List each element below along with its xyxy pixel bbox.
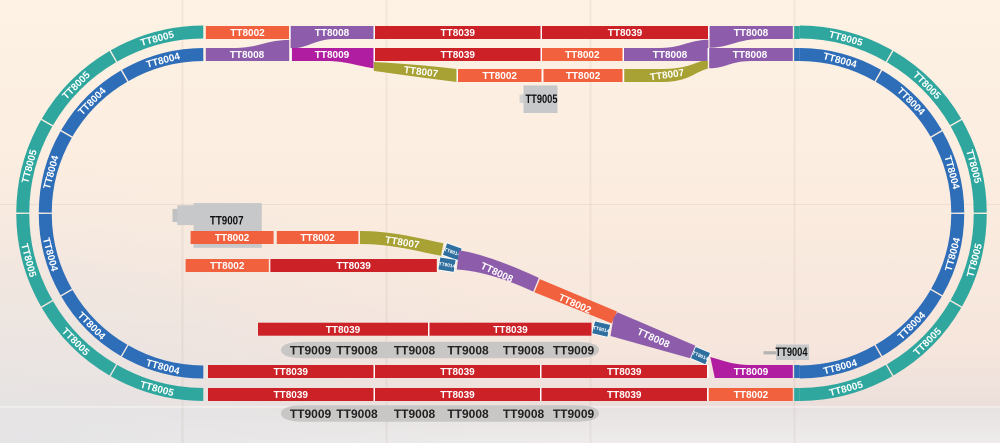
svg-text:TT8039: TT8039 (608, 28, 643, 39)
svg-text:TT9008: TT9008 (447, 343, 489, 357)
svg-text:TT8008: TT8008 (733, 50, 768, 61)
svg-text:TT9009: TT9009 (553, 407, 595, 421)
svg-text:TT8008: TT8008 (230, 50, 265, 61)
svg-text:TT9008: TT9008 (336, 343, 378, 357)
svg-text:TT9008: TT9008 (394, 343, 436, 357)
svg-text:TT8007: TT8007 (384, 235, 420, 251)
svg-text:TT8002: TT8002 (734, 390, 769, 401)
svg-text:TT8009: TT8009 (315, 50, 350, 61)
svg-text:TT8039: TT8039 (440, 390, 475, 401)
svg-text:TT8002: TT8002 (300, 233, 335, 244)
svg-text:TT8039: TT8039 (493, 325, 528, 336)
svg-text:TT8014: TT8014 (438, 261, 456, 270)
svg-text:TT8008: TT8008 (653, 50, 688, 61)
svg-text:TT9004: TT9004 (776, 347, 808, 359)
svg-text:TT8014: TT8014 (443, 247, 461, 258)
svg-text:TT8039: TT8039 (607, 367, 642, 378)
svg-text:TT8039: TT8039 (274, 367, 309, 378)
svg-text:TT8002: TT8002 (566, 71, 601, 82)
svg-text:TT9008: TT9008 (394, 407, 436, 421)
svg-text:TT9009: TT9009 (290, 343, 332, 357)
svg-text:TT8014: TT8014 (592, 325, 610, 335)
svg-text:TT8039: TT8039 (336, 261, 371, 272)
svg-text:TT9009: TT9009 (553, 343, 595, 357)
svg-text:TT8039: TT8039 (440, 367, 475, 378)
svg-text:TT8007: TT8007 (403, 65, 439, 80)
svg-text:TT8009: TT8009 (734, 367, 769, 378)
svg-text:TT8039: TT8039 (441, 28, 476, 39)
svg-text:TT9007: TT9007 (210, 215, 244, 227)
svg-text:TT8039: TT8039 (326, 325, 361, 336)
svg-text:TT9008: TT9008 (336, 407, 378, 421)
svg-text:TT8002: TT8002 (483, 71, 518, 82)
svg-text:TT8002: TT8002 (215, 233, 250, 244)
svg-text:TT9008: TT9008 (503, 407, 545, 421)
svg-text:TT8008: TT8008 (315, 28, 350, 39)
svg-text:TT8039: TT8039 (607, 390, 642, 401)
svg-text:TT8039: TT8039 (274, 390, 309, 401)
svg-text:TT8008: TT8008 (734, 28, 769, 39)
svg-text:TT8007: TT8007 (649, 68, 685, 84)
svg-text:TT8002: TT8002 (210, 261, 245, 272)
svg-text:TT8002: TT8002 (230, 28, 265, 39)
svg-text:TT9008: TT9008 (503, 343, 545, 357)
svg-text:TT9005: TT9005 (526, 94, 558, 106)
svg-text:TT9009: TT9009 (290, 407, 332, 421)
svg-text:TT8039: TT8039 (441, 50, 476, 61)
svg-text:TT8002: TT8002 (565, 50, 600, 61)
svg-text:TT9008: TT9008 (447, 407, 489, 421)
